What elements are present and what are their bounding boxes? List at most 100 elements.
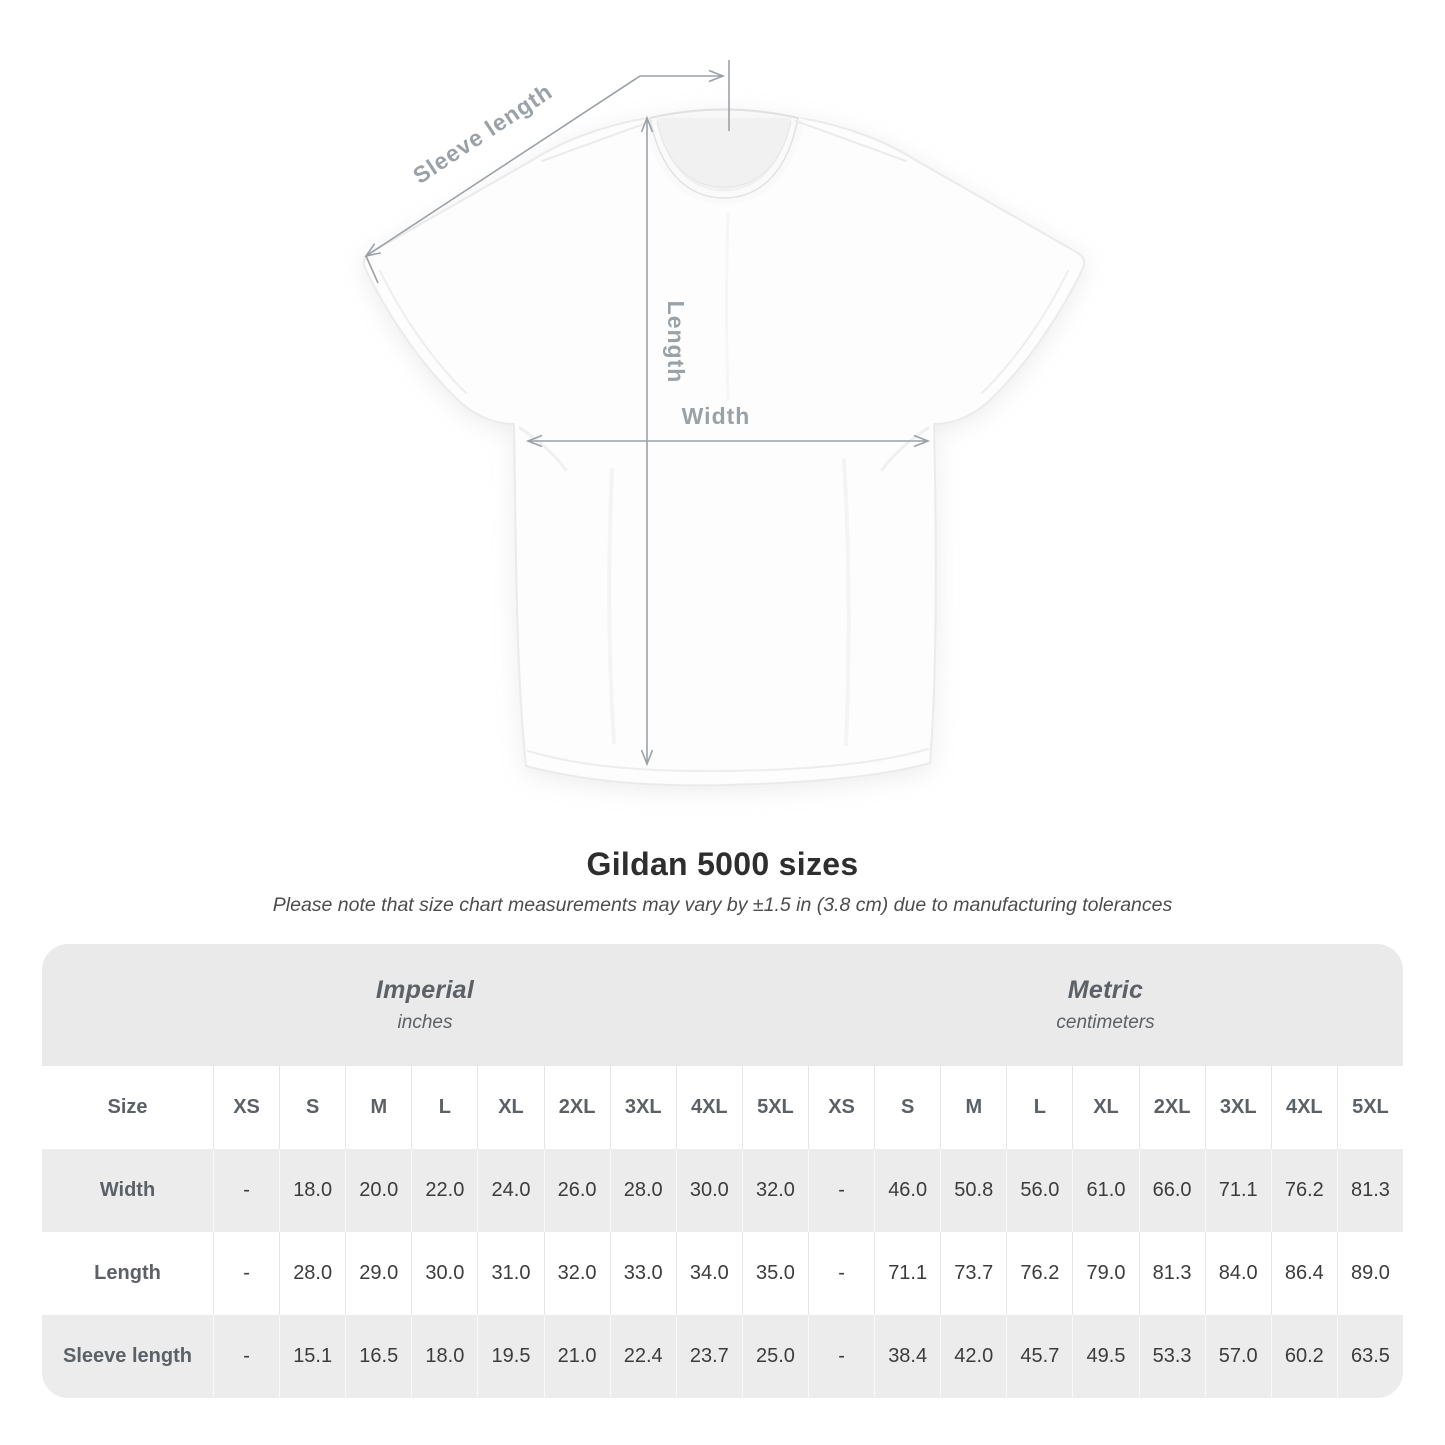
measurement-cell: 81.3 <box>1336 1149 1403 1232</box>
table-row: Sleeve length -15.1 16.5 18.0 19.5 21.0 22.4 23… <box>42 1315 1403 1398</box>
measurement-cell: 22.0 <box>411 1149 477 1232</box>
measurement-cell: 76.2 <box>1006 1232 1072 1315</box>
measurement-cell: 42.0 <box>940 1315 1006 1398</box>
measurement-cell: 73.7 <box>940 1232 1006 1315</box>
measurement-cell: 86.4 <box>1270 1232 1337 1315</box>
measurement-cell: 71.1 <box>874 1232 940 1315</box>
table-row: Length -28.0 29.0 30.0 31.0 32.0 33.0 34.0 35.0-… <box>42 1232 1403 1315</box>
size-column-header: S <box>279 1066 345 1149</box>
measurement-cell: - <box>213 1232 279 1315</box>
size-column-header: S <box>874 1066 940 1149</box>
page-title: Gildan 5000 sizes <box>586 846 859 882</box>
measurement-cell: 56.0 <box>1006 1149 1072 1232</box>
size-column-header: XS <box>808 1066 874 1149</box>
measurement-cell: 89.0 <box>1336 1232 1403 1315</box>
size-column-header: 3XL <box>1204 1066 1271 1149</box>
measurement-cell: 25.0 <box>741 1315 808 1398</box>
measurement-cell: 53.3 <box>1138 1315 1205 1398</box>
length-label: Length <box>663 301 689 384</box>
size-column-header: XL <box>1072 1066 1138 1149</box>
measurement-cell: 30.0 <box>675 1149 742 1232</box>
measurement-cell: - <box>808 1149 874 1232</box>
measurement-cell: 63.5 <box>1336 1315 1403 1398</box>
size-column-header: 4XL <box>675 1066 742 1149</box>
shirt-seams <box>379 120 1069 773</box>
tolerance-note: Please note that size chart measurements… <box>272 894 1173 916</box>
size-table-grid: Size XS S M L XL 2XL 3XL 4XL 5XL XS S M L XL 2XL 3XL 4XL 5… <box>42 1066 1403 1398</box>
measurement-cell: - <box>808 1315 874 1398</box>
imperial-heading: Imperial <box>375 976 475 1004</box>
measurement-cell: 23.7 <box>675 1315 742 1398</box>
size-column-header: M <box>345 1066 411 1149</box>
measurement-cell: 16.5 <box>345 1315 411 1398</box>
measurement-cell: 28.0 <box>279 1232 345 1315</box>
size-column-header: 4XL <box>1270 1066 1337 1149</box>
table-row: Width -18.0 20.0 22.0 24.0 26.0 28.0 30.0 32.0-4… <box>42 1149 1403 1232</box>
size-column-header: M <box>940 1066 1006 1149</box>
measurement-cell: - <box>808 1232 874 1315</box>
measurement-row-label: Length <box>94 1262 161 1284</box>
measurement-cell: 60.2 <box>1270 1315 1337 1398</box>
arrowhead-icon <box>913 434 931 448</box>
measurement-cell: 30.0 <box>411 1232 477 1315</box>
tshirt-size-diagram: Sleeve length Length <box>362 60 1086 787</box>
unit-group-imperial: Imperial inches <box>42 944 808 1066</box>
sleeve-length-arrow-line <box>365 75 723 257</box>
arrowhead-icon <box>525 434 543 448</box>
measurement-cell: 15.1 <box>279 1315 345 1398</box>
measurement-cell: 18.0 <box>279 1149 345 1232</box>
table-row: Size XS S M L XL 2XL 3XL 4XL 5XL XS S M L XL 2XL 3XL 4XL 5… <box>42 1066 1403 1149</box>
tshirt-illustration <box>362 108 1086 787</box>
measurement-cell: 32.0 <box>543 1232 610 1315</box>
tshirt-body <box>362 117 1086 787</box>
measurement-cell: 71.1 <box>1204 1149 1271 1232</box>
measurement-cell: 66.0 <box>1138 1149 1205 1232</box>
imperial-unit: inches <box>397 1012 453 1033</box>
measurement-cell: - <box>213 1149 279 1232</box>
size-column-header: 2XL <box>1138 1066 1205 1149</box>
measurement-cell: 21.0 <box>543 1315 610 1398</box>
measurement-cell: - <box>213 1315 279 1398</box>
measurement-cell: 32.0 <box>741 1149 808 1232</box>
unit-group-metric: Metric centimeters <box>808 944 1403 1066</box>
width-label: Width <box>682 403 751 429</box>
measurement-cell: 38.4 <box>874 1315 940 1398</box>
size-column-header: XS <box>213 1066 279 1149</box>
arrowhead-icon <box>708 69 726 83</box>
measurement-cell: 84.0 <box>1204 1232 1271 1315</box>
measurement-cell: 19.5 <box>477 1315 543 1398</box>
unit-header-band: Imperial inches Metric centimeters <box>42 944 1403 1066</box>
measurement-cell: 34.0 <box>675 1232 742 1315</box>
arrowhead-icon <box>640 115 654 133</box>
size-column-header: 5XL <box>1336 1066 1403 1149</box>
metric-unit: centimeters <box>1056 1012 1155 1033</box>
measurement-row-label: Sleeve length <box>63 1345 192 1367</box>
measurement-cell: 18.0 <box>411 1315 477 1398</box>
measurement-row-label: Width <box>99 1179 156 1201</box>
sleeve-length-extension <box>365 255 379 284</box>
measurement-cell: 45.7 <box>1006 1315 1072 1398</box>
measurement-cell: 29.0 <box>345 1232 411 1315</box>
size-column-header: L <box>1006 1066 1072 1149</box>
metric-heading: Metric <box>1067 976 1144 1004</box>
size-column-header: 2XL <box>543 1066 610 1149</box>
measurement-cell: 28.0 <box>609 1149 676 1232</box>
measurement-cell: 22.4 <box>609 1315 676 1398</box>
measurement-cell: 31.0 <box>477 1232 543 1315</box>
measurement-cell: 57.0 <box>1204 1315 1271 1398</box>
measurement-cell: 24.0 <box>477 1149 543 1232</box>
size-column-header: L <box>411 1066 477 1149</box>
measurement-cell: 61.0 <box>1072 1149 1138 1232</box>
measurement-cell: 26.0 <box>543 1149 610 1232</box>
measurement-cell: 35.0 <box>741 1232 808 1315</box>
size-table: Imperial inches Metric centimeters Size X… <box>42 944 1403 1398</box>
tshirt-diagram-svg: Sleeve length Length <box>362 60 1086 787</box>
measurement-cell: 81.3 <box>1138 1232 1205 1315</box>
size-column-header: XL <box>477 1066 543 1149</box>
collar-inner-seam <box>656 120 792 188</box>
width-dimension: Width <box>525 403 931 448</box>
measurement-cell: 20.0 <box>345 1149 411 1232</box>
measurement-cell: 46.0 <box>874 1149 940 1232</box>
size-column-header: 3XL <box>609 1066 676 1149</box>
